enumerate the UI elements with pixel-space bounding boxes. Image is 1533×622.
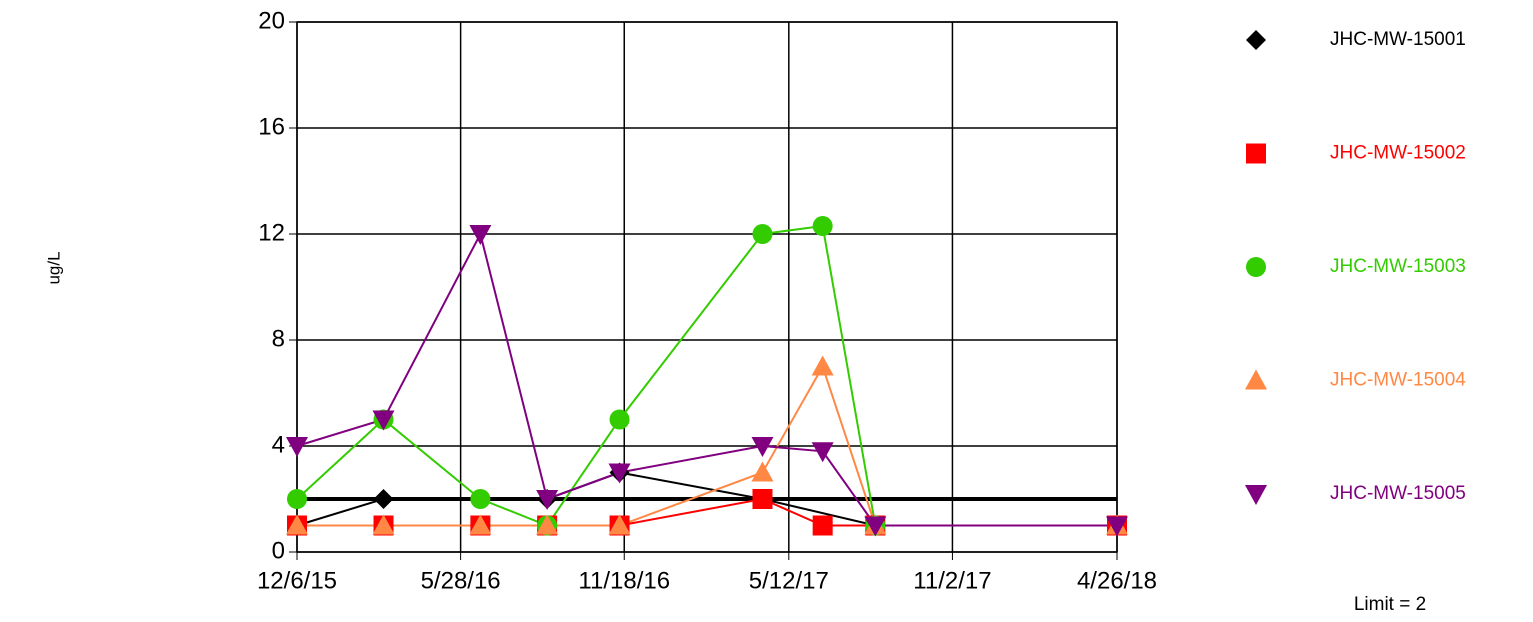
data-point [812,515,833,536]
data-point [608,463,631,484]
x-tick-label: 5/12/17 [749,567,829,594]
y-tick-label: 12 [258,219,285,246]
data-point [811,355,834,376]
legend-label: JHC-MW-15001 [1330,29,1466,50]
data-point [608,514,631,535]
data-point [811,442,834,463]
y-tick-label: 20 [258,7,285,34]
plot-frame [296,21,1118,553]
data-point [536,514,559,535]
data-point [372,514,395,535]
data-point [372,410,395,431]
y-tick-label: 16 [258,113,285,140]
data-point [469,514,492,535]
data-point [752,489,773,509]
data-point [470,489,491,509]
legend-label: JHC-MW-15002 [1330,143,1466,164]
legend-label: JHC-MW-15003 [1330,256,1466,277]
series-line [296,224,877,527]
legend-marker [1245,369,1267,390]
limit-label: Limit = 2 [1354,594,1426,615]
legend-marker [1246,143,1266,164]
data-point [286,437,308,457]
data-point [751,461,774,482]
series-line [297,497,1117,527]
data-point [536,490,559,510]
data-point [287,489,307,509]
series-line [296,231,1117,527]
legend-marker [1245,485,1267,505]
x-tick-label: 11/2/17 [913,567,991,594]
data-point [751,437,774,457]
x-tick-label: 5/28/16 [421,567,501,594]
legend-marker [1246,30,1266,50]
data-point [469,225,492,245]
data-point [609,409,630,430]
data-point [373,489,394,509]
data-point [1106,516,1128,537]
y-tick-label: 4 [272,431,285,458]
x-tick-label: 11/18/16 [578,567,670,594]
y-tick-label: 8 [272,325,285,352]
data-point [286,514,308,535]
x-tick-label: 12/6/15 [257,567,337,594]
y-tick-label: 0 [272,537,285,564]
x-tick-label: 4/26/18 [1077,567,1157,594]
legend-marker [1246,257,1266,277]
data-point [864,516,887,537]
data-point [812,216,833,237]
legend-label: JHC-MW-15004 [1330,370,1466,391]
y-axis-label: ug/L [44,251,63,284]
data-point [752,224,773,244]
legend-label: JHC-MW-15005 [1330,483,1466,504]
